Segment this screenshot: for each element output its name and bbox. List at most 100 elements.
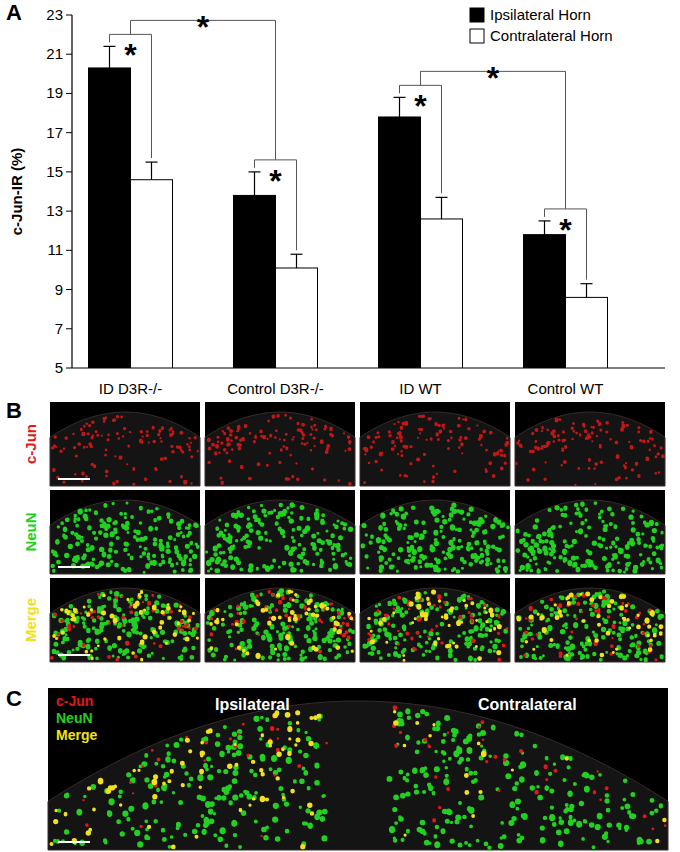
bracket-leg [399,85,400,93]
micrograph [360,578,510,662]
y-tick-label: 19 [46,84,63,101]
tissue [515,412,665,486]
image-background [360,490,510,574]
x-tick-label: Control D3R-/- [227,380,324,397]
image-background [48,688,668,850]
error-line [544,221,545,235]
error-line [441,197,442,219]
cell-dots [516,589,664,662]
error-bar [249,172,261,196]
cell-dots [367,589,502,661]
y-tick [66,250,72,251]
x-tick-label: Control WT [528,380,604,397]
y-tick-label: 15 [46,163,63,180]
micrograph [515,490,665,574]
significance-label: * [559,212,572,248]
image-background [515,402,665,486]
micrograph [50,578,200,662]
tissue [360,412,510,486]
bracket-leg [254,160,255,168]
cell-dots [53,708,663,850]
micrograph [48,688,668,850]
cell-dots [363,415,509,485]
error-line [399,97,400,117]
channel-label: Merge [56,727,97,743]
image-background [515,490,665,574]
row-label: Merge [22,598,39,642]
cell-dots [516,592,663,658]
image-background [205,402,355,486]
legend-swatch [470,29,484,43]
significance-label: * [269,163,282,199]
y-tick [66,328,72,329]
micrograph [360,490,510,574]
error-line [109,46,110,68]
tissue [205,412,355,486]
y-tick [66,132,72,133]
tissue [48,701,668,850]
y-axis-label: c-Jun-IR (%) [8,148,25,236]
scale-bar [58,478,90,480]
bracket-leg [151,34,152,158]
bars [89,46,608,368]
cell-dots [515,418,664,486]
bracket [400,85,442,193]
significance-label: * [414,88,427,124]
tissue [515,500,665,574]
cell-dots [206,588,355,662]
bar [276,268,318,368]
tissue [50,412,200,486]
y-tick [66,368,72,369]
cell-dots [515,501,664,574]
y-tick-label: 13 [46,202,63,219]
error-cap [394,97,406,98]
error-bar [539,221,551,235]
error-cap [436,197,448,198]
cell-dots [50,593,198,662]
error-bar [104,46,116,68]
scale-bar [58,654,90,656]
bar [524,235,566,368]
row-label: NeuN [22,512,39,551]
image-background [50,490,200,574]
bracket-leg [420,71,421,85]
bracket-leg [130,20,131,34]
panel-label: A [6,0,22,25]
error-cap [539,220,551,221]
micrograph [205,578,355,662]
error-line [254,172,255,196]
side-label: Contralateral [478,696,577,713]
cell-dots [361,503,510,574]
cell-dots [363,591,508,662]
y-tick [66,93,72,94]
row-label: c-Jun [22,424,39,464]
error-line [296,254,297,268]
legend-label: Ipsilateral Horn [490,6,591,23]
bracket-leg [565,71,566,209]
image-background [50,578,200,662]
micrograph [205,402,355,486]
bracket-leg [586,209,587,280]
y-tick [66,15,72,16]
bar [89,68,131,368]
micrograph [50,402,200,486]
y-tick-label: 23 [46,6,63,23]
image-background [360,402,510,486]
bracket [110,34,152,158]
error-bar [394,97,406,117]
cell-dots [210,590,354,654]
cell-dots [207,414,352,486]
channel-label: c-Jun [56,693,93,709]
channel-label: NeuN [56,710,93,726]
y-tick-label: 9 [55,281,63,298]
micrograph [515,402,665,486]
significance-label: * [124,37,137,73]
legend-swatch [470,8,484,22]
image-background [50,402,200,486]
cell-dots [367,594,508,662]
tissue [50,500,200,574]
tissue [205,500,355,574]
micrograph [205,490,355,574]
error-bar [581,284,593,298]
image-background [360,578,510,662]
